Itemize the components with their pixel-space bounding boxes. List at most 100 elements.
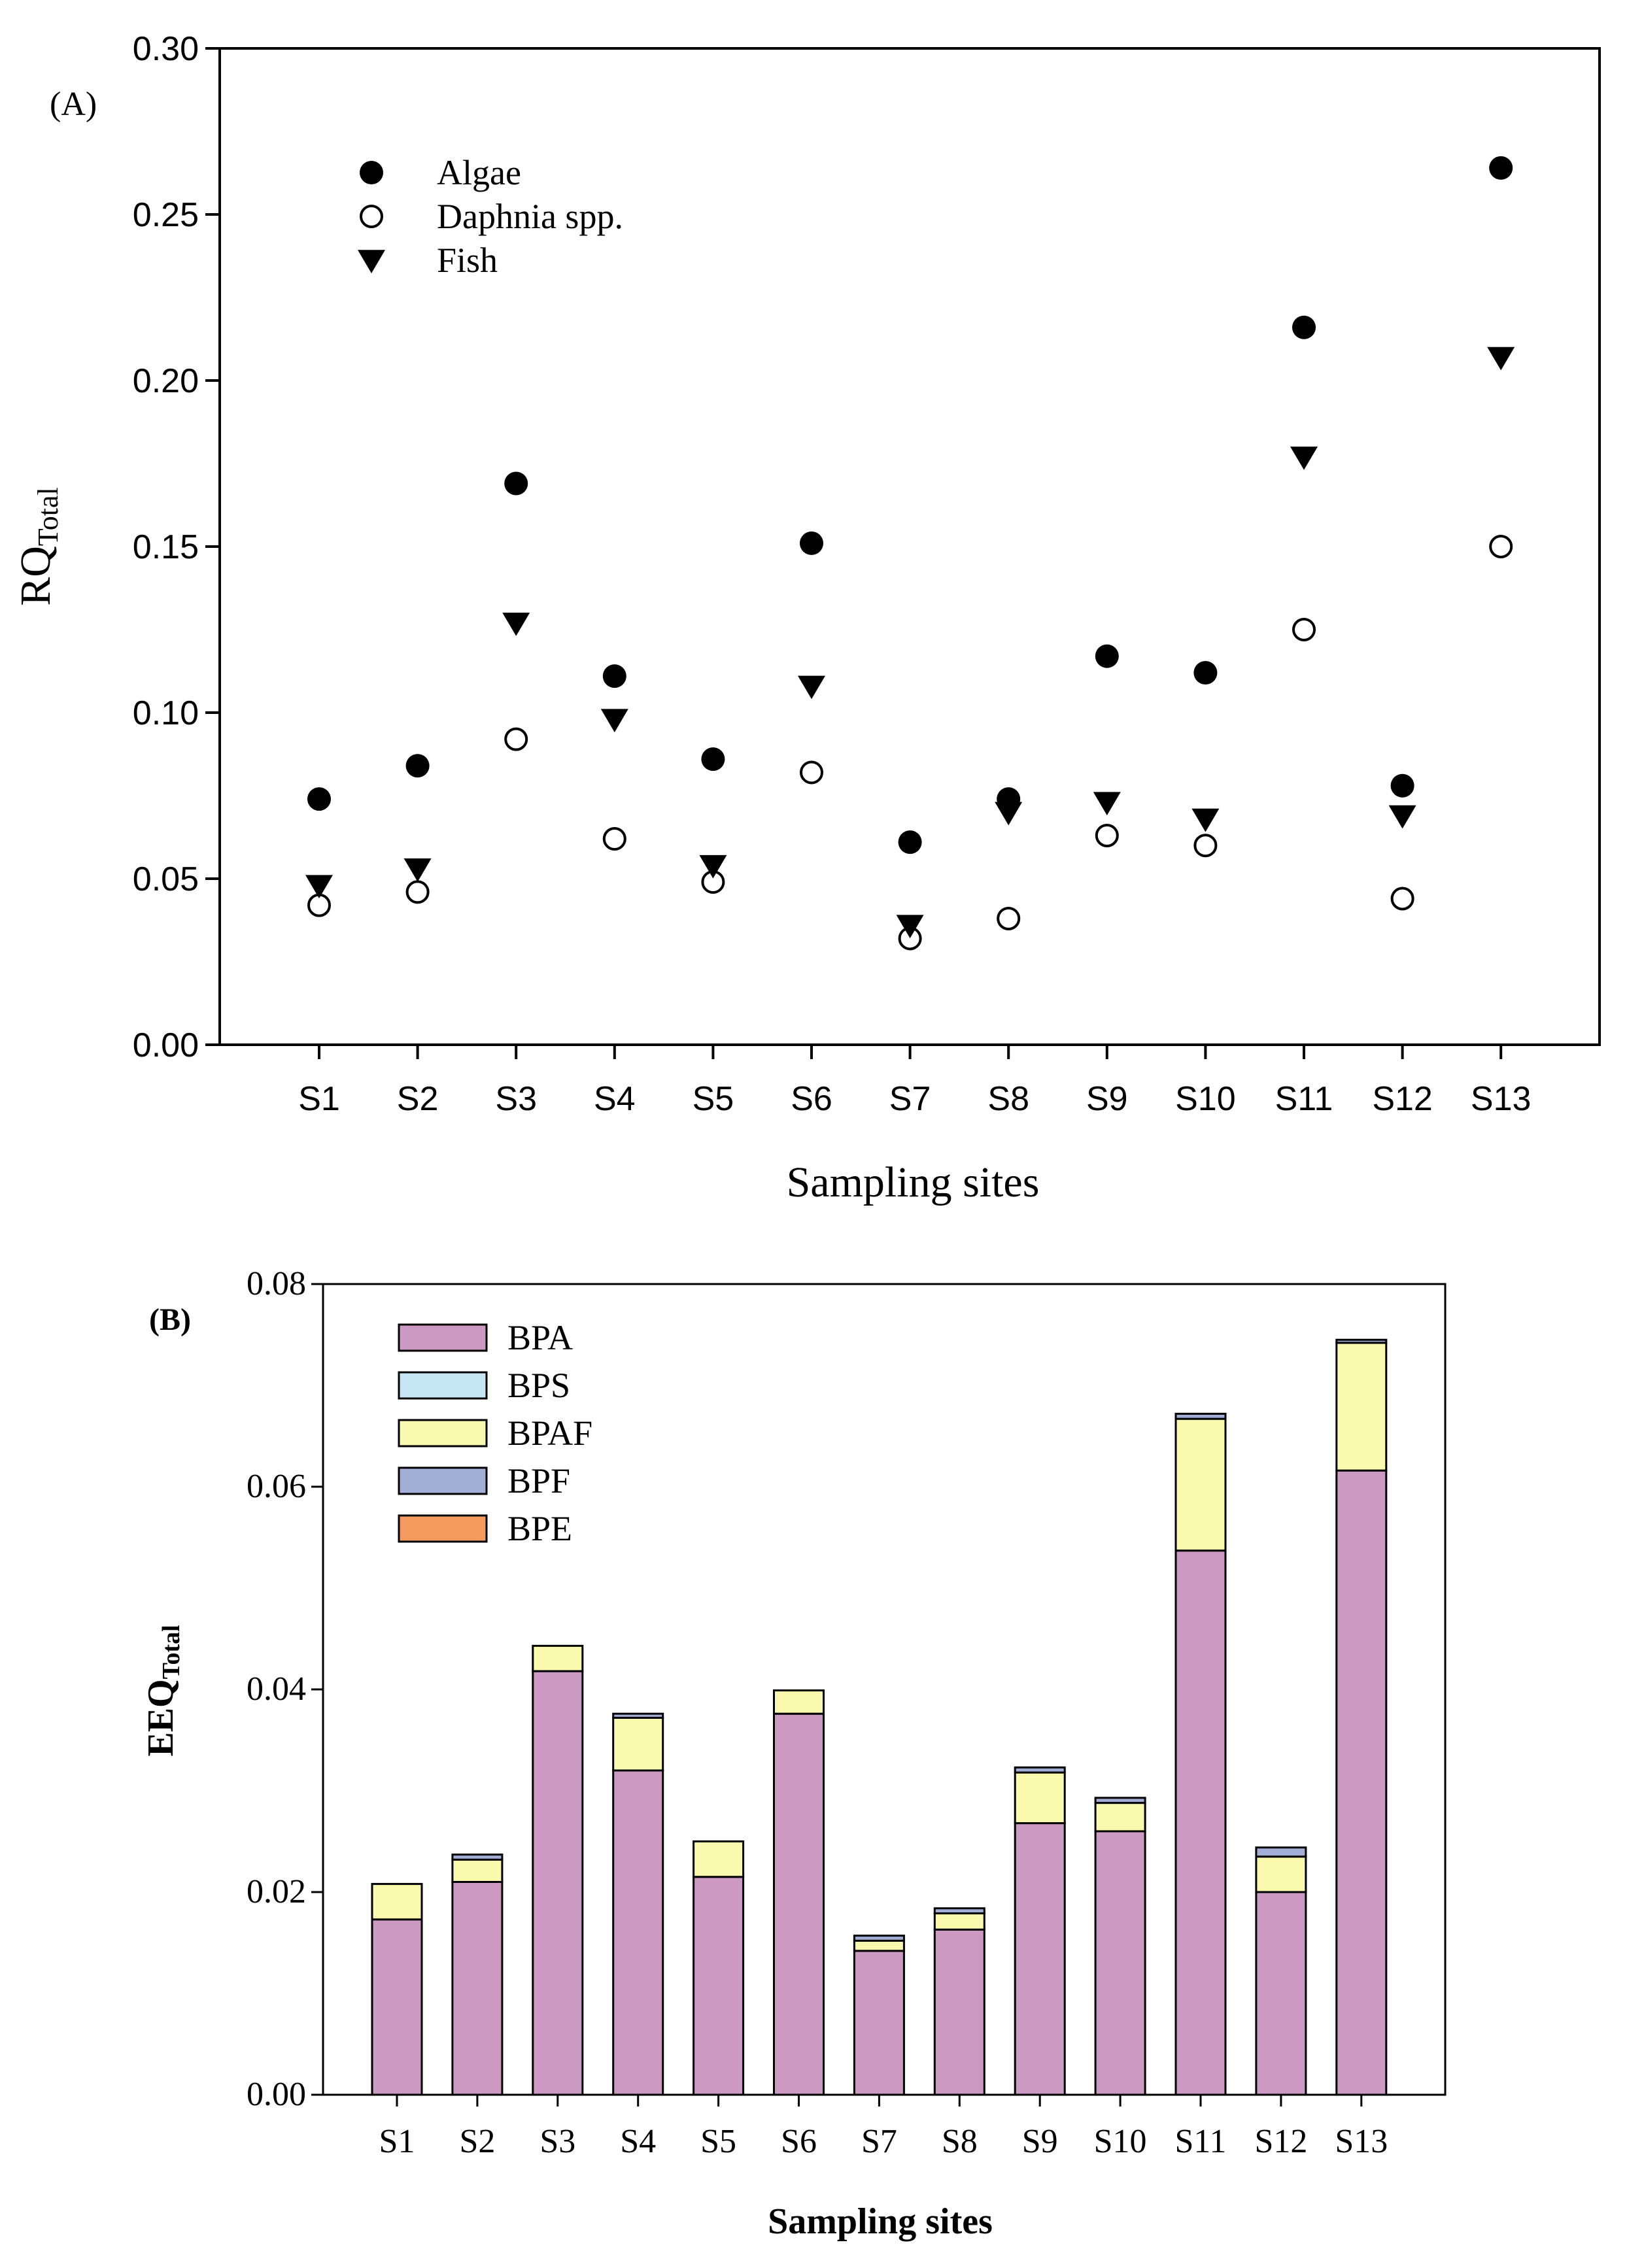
point-algae-s9 — [1095, 644, 1119, 668]
panel-a-scatter-chart: (A) 0.00 0.05 0.10 0.15 0.20 0.25 0.30 S1 S2 S3 S… — [12, 30, 1601, 1206]
bar-bpa-s13 — [1335, 1469, 1388, 2096]
point-daphnia-spp-s9 — [1095, 823, 1119, 847]
panel-a-label: (A) — [50, 86, 97, 123]
panel-a-y-axis-title-main: RQ — [12, 546, 60, 606]
legend-swatch-bps — [398, 1371, 488, 1400]
panel-b-label: (B) — [149, 1302, 191, 1337]
panel-b-x-tick-label: S3 — [539, 2123, 575, 2160]
panel-a-y-tick-label: 0.25 — [133, 196, 199, 234]
panel-a-x-tick-label: S8 — [987, 1080, 1029, 1118]
panel-a-y-tick-label: 0.30 — [133, 30, 199, 68]
bar-bpaf-s6 — [773, 1689, 825, 1715]
point-algae-s3 — [504, 471, 528, 496]
bar-bpa-s9 — [1014, 1822, 1066, 2096]
panel-a-data-points — [305, 156, 1515, 951]
panel-a-y-axis: 0.00 0.05 0.10 0.15 0.20 0.25 0.30 — [133, 30, 220, 1064]
legend-label-bps: BPS — [507, 1366, 570, 1405]
panel-b-x-tick-label: S13 — [1335, 2123, 1388, 2160]
bar-bpaf-s11 — [1174, 1417, 1227, 1552]
bar-bpa-s2 — [451, 1881, 504, 2096]
panel-b-y-tick-label: 0.04 — [247, 1670, 306, 1708]
bar-bpa-s10 — [1094, 1830, 1146, 2096]
panel-b-y-axis-title-main: EEQ — [141, 1679, 181, 1756]
point-daphnia-spp-s10 — [1193, 834, 1218, 858]
panel-a-x-tick-label: S9 — [1086, 1080, 1128, 1118]
panel-b-stacked-bar-chart: (B) 0.000.020.040.060.08 S1 S2 S3 S4 S5 S6 S7 S… — [141, 1265, 1447, 2242]
panel-a-x-tick-label: S13 — [1471, 1080, 1532, 1118]
point-fish-s7 — [896, 915, 924, 939]
point-algae-s6 — [800, 531, 823, 555]
legend-swatch-bpf — [398, 1466, 488, 1495]
panel-a-x-tick-label: S4 — [594, 1080, 636, 1118]
panel-a-y-axis-title-sub: Total — [32, 487, 64, 546]
legend-swatch-bpa — [398, 1323, 488, 1352]
point-algae-s10 — [1193, 661, 1218, 685]
panel-b-x-tick-label: S12 — [1254, 2123, 1307, 2160]
bar-bpf-s2 — [451, 1853, 504, 1861]
panel-a-x-tick-label: S6 — [791, 1080, 832, 1118]
point-fish-s11 — [1290, 447, 1318, 470]
point-fish-s3 — [502, 613, 530, 636]
bar-bpaf-s12 — [1255, 1855, 1307, 1893]
bar-bpa-s6 — [773, 1712, 825, 2096]
bar-bpf-s13 — [1335, 1338, 1388, 1344]
panel-b-x-tick-label: S10 — [1094, 2123, 1147, 2160]
panel-b-y-tick-label: 0.02 — [247, 1873, 306, 1910]
panel-b-x-axis-title: Sampling sites — [768, 2201, 993, 2242]
panel-b-x-tick-label: S11 — [1175, 2123, 1227, 2160]
point-algae-s8 — [997, 787, 1021, 811]
panel-a-y-tick-label: 0.10 — [133, 694, 199, 732]
panel-b-x-tick-label: S8 — [942, 2123, 978, 2160]
panel-a-y-axis-title: RQTotal — [12, 487, 64, 605]
panel-b-y-axis-title-sub: Total — [158, 1625, 185, 1679]
panel-a-x-tick-label: S3 — [495, 1080, 537, 1118]
point-algae-s4 — [602, 664, 626, 688]
bar-bpaf-s2 — [451, 1858, 504, 1883]
bar-bpf-s8 — [933, 1907, 985, 1915]
point-daphnia-spp-s6 — [800, 760, 823, 785]
legend-label-bpe: BPE — [507, 1509, 572, 1548]
panel-a-x-axis-title: Sampling sites — [787, 1159, 1040, 1206]
bar-bpf-s12 — [1255, 1846, 1307, 1858]
bar-bpf-s9 — [1014, 1766, 1066, 1774]
point-fish-s5 — [699, 855, 727, 879]
panel-a-x-tick-label: S7 — [889, 1080, 931, 1118]
panel-b-y-tick-label: 0.06 — [247, 1468, 306, 1505]
panel-b-y-tick-label: 0.08 — [247, 1265, 306, 1302]
bar-bpaf-s10 — [1094, 1802, 1146, 1833]
panel-b-bars — [371, 1338, 1388, 2096]
panel-b-legend: BPA BPS BPAF BPF BPE — [398, 1318, 592, 1548]
panel-a-y-tick-label: 0.15 — [133, 528, 199, 566]
point-daphnia-spp-s11 — [1292, 618, 1316, 641]
legend-marker-algae — [360, 161, 383, 184]
bar-bpa-s8 — [933, 1928, 985, 2096]
point-fish-s4 — [600, 709, 628, 733]
bar-bpaf-s7 — [853, 1939, 905, 1952]
bar-bpf-s7 — [853, 1935, 905, 1942]
legend-label-fish: Fish — [437, 241, 498, 280]
panel-b-x-tick-label: S6 — [781, 2123, 817, 2160]
bar-bpf-s4 — [612, 1712, 664, 1719]
panel-b-x-tick-label: S9 — [1022, 2123, 1058, 2160]
legend-swatch-bpe — [398, 1514, 488, 1543]
panel-a-x-tick-label: S12 — [1372, 1080, 1433, 1118]
legend-marker-fish — [358, 250, 385, 273]
point-fish-s6 — [798, 675, 825, 700]
panel-b-x-tick-label: S2 — [459, 2123, 495, 2160]
point-daphnia-spp-s3 — [504, 727, 528, 751]
point-algae-s13 — [1489, 156, 1513, 180]
legend-label-bpaf: BPAF — [507, 1413, 592, 1453]
bar-bpa-s4 — [612, 1769, 664, 2096]
panel-a-x-tick-label: S1 — [298, 1080, 340, 1118]
legend-label-bpf: BPF — [507, 1461, 570, 1500]
point-algae-s1 — [307, 787, 331, 811]
panel-a-x-axis: S1 S2 S3 S4 S5 S6 S7 S8 S9 S10 S11 S12 S13 — [298, 1045, 1531, 1118]
panel-b-y-tick-label: 0.00 — [247, 2076, 306, 2113]
point-fish-s1 — [305, 875, 333, 899]
panel-a-y-tick-label: 0.05 — [133, 860, 199, 898]
legend-label-algae: Algae — [437, 153, 521, 192]
panel-a-y-tick-label: 0.00 — [133, 1026, 199, 1064]
bar-bpaf-s1 — [371, 1883, 423, 1921]
panel-a-x-tick-label: S2 — [397, 1080, 439, 1118]
panel-a-y-tick-label: 0.20 — [133, 362, 199, 400]
